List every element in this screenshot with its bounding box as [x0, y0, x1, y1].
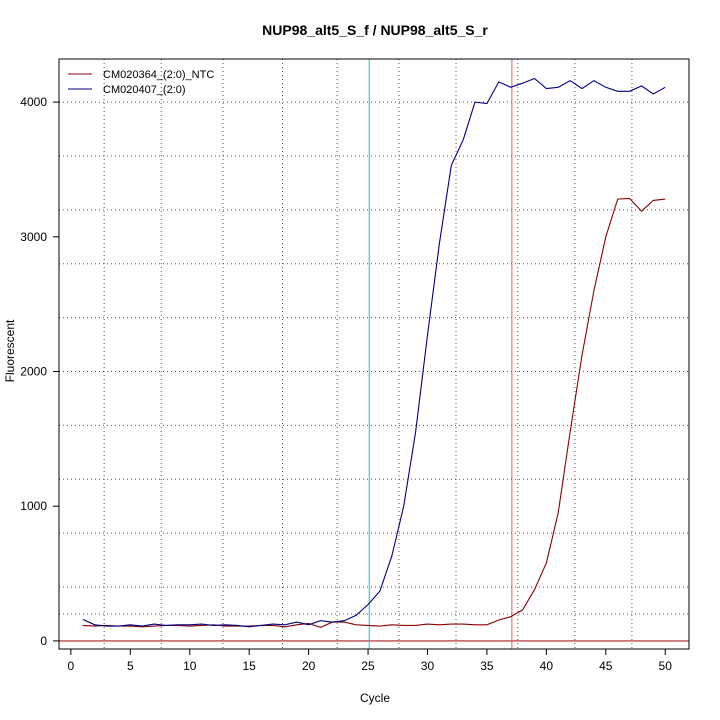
- grid-lines: [59, 59, 689, 649]
- x-tick-label: 40: [540, 659, 554, 673]
- y-axis: 0 1000 2000 3000 4000: [20, 95, 59, 648]
- x-axis: 0 5 10 15 20 25 30 35 40 45 50: [68, 649, 673, 673]
- x-tick-label: 25: [361, 659, 375, 673]
- y-tick-label: 3000: [20, 230, 47, 244]
- y-tick-label: 0: [40, 634, 47, 648]
- x-tick-label: 35: [480, 659, 494, 673]
- plot-frame: [58, 58, 690, 650]
- x-tick-label: 10: [183, 659, 197, 673]
- x-tick-label: 50: [659, 659, 673, 673]
- series-line-sample: [82, 77, 666, 628]
- x-tick-label: 45: [599, 659, 613, 673]
- legend-label-ntc: CM020364_(2:0)_NTC: [103, 69, 214, 81]
- x-tick-label: 20: [302, 659, 316, 673]
- legend: CM020364_(2:0)_NTC CM020407_(2:0): [68, 69, 214, 96]
- x-tick-label: 30: [421, 659, 435, 673]
- series-line-ntc: [82, 197, 666, 628]
- series-lines: [82, 77, 666, 628]
- chart-title: NUP98_alt5_S_f / NUP98_alt5_S_r: [262, 22, 488, 38]
- y-tick-label: 1000: [20, 499, 47, 513]
- x-tick-label: 15: [243, 659, 257, 673]
- y-tick-label: 2000: [20, 365, 47, 379]
- threshold-lines: [59, 59, 689, 649]
- y-tick-label: 4000: [20, 95, 47, 109]
- x-tick-label: 5: [127, 659, 134, 673]
- legend-label-sample: CM020407_(2:0): [103, 84, 186, 96]
- x-axis-label: Cycle: [360, 691, 390, 705]
- x-tick-label: 0: [68, 659, 75, 673]
- y-axis-label: Fluorescent: [3, 319, 17, 382]
